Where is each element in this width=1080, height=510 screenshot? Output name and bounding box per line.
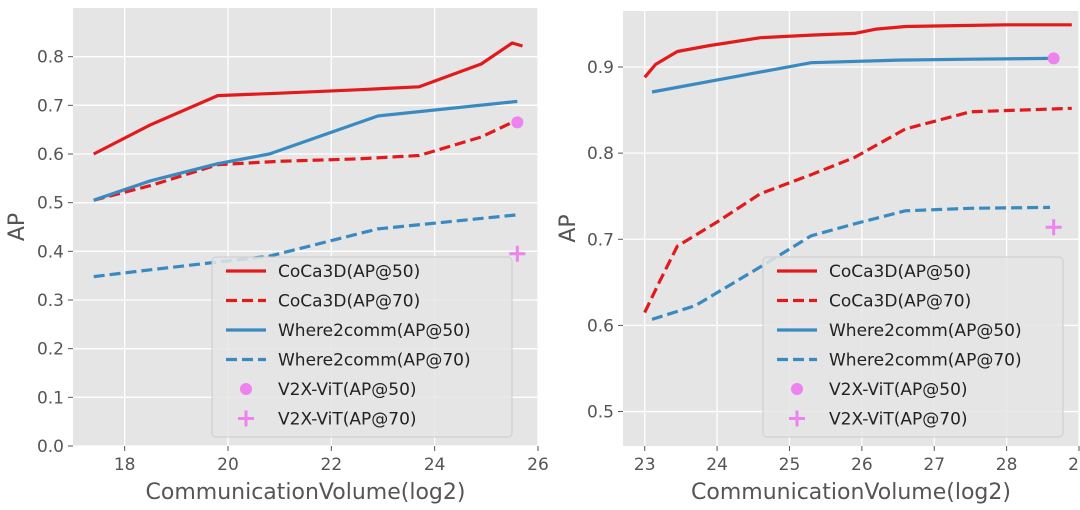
series-V2X-ViT(AP@50) [1047, 52, 1060, 65]
x-tick-label: 24 [424, 455, 446, 475]
y-tick-label: 0.8 [37, 48, 64, 68]
data-point [1047, 52, 1060, 65]
legend-label: V2X-ViT(AP@70) [278, 410, 417, 430]
series-CoCa3D(AP@70) [643, 106, 1072, 314]
legend-marker [240, 383, 252, 395]
data-point [509, 245, 526, 262]
x-axis-label: CommunicationVolume(log2) [146, 480, 466, 505]
series-V2X-ViT(AP@50) [511, 116, 524, 129]
series-line [651, 56, 1051, 94]
x-tick-label: 24 [706, 455, 728, 475]
y-tick-label: 0.9 [587, 58, 614, 78]
x-tick-label: 29 [1068, 455, 1080, 475]
series-line [92, 41, 523, 156]
x-tick-label: 25 [779, 455, 801, 475]
series-Where2comm(AP@50) [93, 99, 518, 202]
legend-box [211, 256, 513, 438]
legend-label: Where2comm(AP@70) [278, 351, 471, 371]
series-line [643, 23, 1072, 79]
series-Where2comm(AP@70) [651, 205, 1051, 321]
y-tick-label: 0.4 [37, 242, 64, 262]
legend-marker [789, 410, 805, 427]
series-line [93, 118, 523, 202]
y-tick-label: 0.7 [587, 230, 614, 250]
x-tick-label: 22 [321, 455, 343, 475]
legend-label: V2X-ViT(AP@50) [829, 380, 968, 400]
y-tick-label: 0.7 [37, 96, 64, 116]
series-CoCa3D(AP@70) [93, 118, 523, 202]
legend-label: V2X-ViT(AP@70) [829, 410, 968, 430]
legend: CoCa3D(AP@50) CoCa3D(AP@70) Where2comm(AP@… [762, 256, 1064, 438]
legend-label: CoCa3D(AP@70) [829, 292, 971, 312]
series-CoCa3D(AP@50) [643, 23, 1072, 79]
y-tick-label: 0.3 [37, 291, 64, 311]
y-tick-label: 0.1 [37, 388, 64, 408]
legend-label: CoCa3D(AP@50) [278, 262, 420, 282]
legend-label: Where2comm(AP@70) [829, 351, 1022, 371]
x-axis-label: CommunicationVolume(log2) [691, 480, 1011, 505]
legend-box [762, 256, 1064, 438]
x-tick-label: 18 [114, 455, 136, 475]
x-tick-label: 20 [217, 455, 239, 475]
y-tick-label: 0.5 [587, 403, 614, 423]
legend-label: V2X-ViT(AP@50) [278, 380, 417, 400]
legend-marker [791, 383, 803, 395]
legend-label: Where2comm(AP@50) [829, 321, 1022, 341]
y-tick-label: 0.8 [587, 144, 614, 164]
legend-label: CoCa3D(AP@70) [278, 292, 420, 312]
series-line [643, 106, 1072, 314]
y-tick-label: 0.6 [587, 316, 614, 336]
series-V2X-ViT(AP@70) [509, 245, 526, 262]
y-axis-label: AP [5, 213, 30, 241]
legend: CoCa3D(AP@50) CoCa3D(AP@70) Where2comm(AP@… [211, 256, 513, 438]
data-point [1045, 219, 1062, 236]
series-Where2comm(AP@50) [651, 56, 1051, 94]
y-tick-label: 0.2 [37, 340, 64, 360]
y-tick-label: 0.0 [37, 437, 64, 457]
legend-label: Where2comm(AP@50) [278, 321, 471, 341]
y-axis-label: AP [556, 214, 581, 242]
legend-label: CoCa3D(AP@50) [829, 262, 971, 282]
y-tick-label: 0.6 [37, 145, 64, 165]
series-CoCa3D(AP@50) [92, 41, 523, 156]
x-tick-label: 26 [527, 455, 549, 475]
x-tick-label: 28 [996, 455, 1018, 475]
x-tick-label: 23 [634, 455, 656, 475]
x-tick-label: 26 [851, 455, 873, 475]
series-V2X-ViT(AP@70) [1045, 219, 1062, 236]
chart-1: 18 20 22 24 26 0.0 0.1 0.2 0.3 0.4 0.5 0.6 0.7 0.8 Com… [5, 8, 549, 505]
x-tick-label: 27 [923, 455, 945, 475]
y-tick-label: 0.5 [37, 194, 64, 214]
data-point [511, 116, 524, 129]
chart-2: 23 24 25 26 27 28 29 0.5 0.6 0.7 0.8 0.9 Communicati… [556, 11, 1080, 505]
series-line [93, 99, 518, 202]
legend-marker [238, 410, 254, 427]
series-line [651, 205, 1051, 321]
